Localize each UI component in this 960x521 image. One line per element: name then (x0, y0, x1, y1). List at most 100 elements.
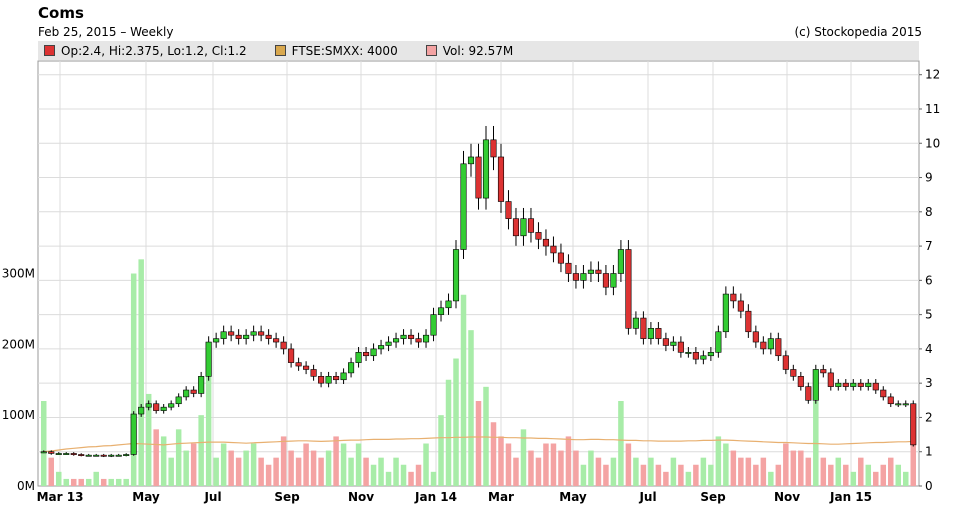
volume-bar (505, 443, 512, 486)
volume-bar (213, 457, 219, 486)
candle-body (842, 382, 849, 387)
x-tick-label: Sep (274, 490, 300, 504)
volume-bar (378, 457, 384, 486)
candle-body (797, 376, 804, 387)
volume-bar (348, 457, 354, 486)
candle-body (123, 454, 130, 456)
candle-body (752, 331, 759, 343)
candle-body (355, 352, 362, 363)
candle-body (183, 389, 190, 398)
volume-bar (430, 471, 437, 486)
volume-bar (513, 457, 519, 486)
volume-bar (250, 443, 257, 486)
candle-body (378, 345, 385, 350)
candle-body (250, 331, 257, 336)
volume-bar (363, 457, 369, 486)
candle-body (737, 300, 744, 312)
candle-body (655, 328, 662, 339)
candle-body (692, 352, 699, 360)
y-right-tick-label: 7 (925, 239, 933, 253)
candle-body (572, 273, 579, 281)
candle-body (160, 406, 167, 411)
candle-body (363, 352, 370, 357)
candle-body (880, 389, 887, 398)
candle-body (685, 352, 692, 354)
volume-bar (168, 457, 174, 486)
y-right-tick-label: 12 (925, 68, 940, 82)
volume-bar (738, 457, 744, 486)
volume-bar (175, 429, 182, 486)
volume-bar (588, 450, 594, 486)
volume-bar (55, 471, 62, 486)
volume-bar (783, 443, 789, 486)
x-tick-label: Mar (488, 490, 514, 504)
volume-bar (580, 464, 587, 486)
candle-body (835, 382, 842, 387)
y-right-tick-label: 10 (925, 136, 940, 150)
candle-body (707, 352, 714, 357)
volume-bar (453, 358, 459, 486)
candle-body (213, 338, 220, 343)
candle-body (370, 348, 377, 357)
volume-bar (130, 273, 137, 486)
x-tick-label: Mar 13 (37, 490, 84, 504)
volume-bar (610, 457, 617, 486)
y-left-tick-label: 300M (2, 267, 35, 281)
candle-body (78, 454, 85, 456)
volume-bar (880, 464, 887, 486)
candle-body (340, 372, 347, 381)
candle-body (902, 403, 909, 406)
legend-swatch-index (274, 45, 286, 56)
volume-bar (115, 478, 122, 486)
candle-body (310, 369, 317, 377)
candle-body (108, 454, 115, 457)
volume-bar (670, 457, 677, 486)
volume-bar (85, 478, 92, 486)
candle-body (40, 451, 47, 454)
candle-body (100, 454, 107, 457)
volume-bar (753, 464, 759, 486)
volume-bar (333, 436, 339, 486)
volume-bar (490, 422, 497, 486)
candle-body (258, 331, 265, 336)
candle-body (730, 293, 737, 302)
volume-bar (220, 443, 227, 486)
volume-bar (415, 464, 422, 486)
volume-bar (895, 464, 902, 486)
volume-bar (865, 464, 872, 486)
candle-body (887, 396, 894, 405)
candle-body (205, 341, 212, 377)
candle-body (580, 273, 587, 281)
chart-subtitle: Feb 25, 2015 – Weekly (38, 25, 174, 39)
legend-swatch-price (44, 45, 55, 56)
candle-body (153, 403, 160, 411)
candle-body (265, 334, 272, 339)
volume-bar (160, 436, 167, 486)
candle-body (422, 334, 430, 343)
volume-bar (700, 457, 707, 486)
candle-body (333, 376, 340, 381)
candle-body (820, 369, 827, 374)
x-tick-label: Nov (774, 490, 800, 504)
candle-body (872, 382, 879, 391)
volume-bar (235, 457, 242, 486)
volume-bar (528, 450, 534, 486)
volume-bar (573, 450, 579, 486)
volume-bars (41, 259, 916, 486)
y-right-tick-label: 2 (925, 410, 933, 424)
volume-bar (745, 457, 752, 486)
candle-body (392, 338, 400, 343)
candle-body (63, 453, 70, 455)
candle-body (505, 201, 512, 219)
volume-bar (663, 471, 669, 486)
candle-body (512, 218, 520, 237)
candle-body (805, 386, 812, 401)
x-tick-label: Sep (700, 490, 726, 504)
candle-body (557, 252, 565, 264)
volume-bar (190, 443, 197, 486)
candle-body (745, 310, 752, 333)
volume-bar (265, 464, 272, 486)
candle-body (198, 376, 205, 394)
y-right-tick-label: 3 (925, 376, 933, 390)
